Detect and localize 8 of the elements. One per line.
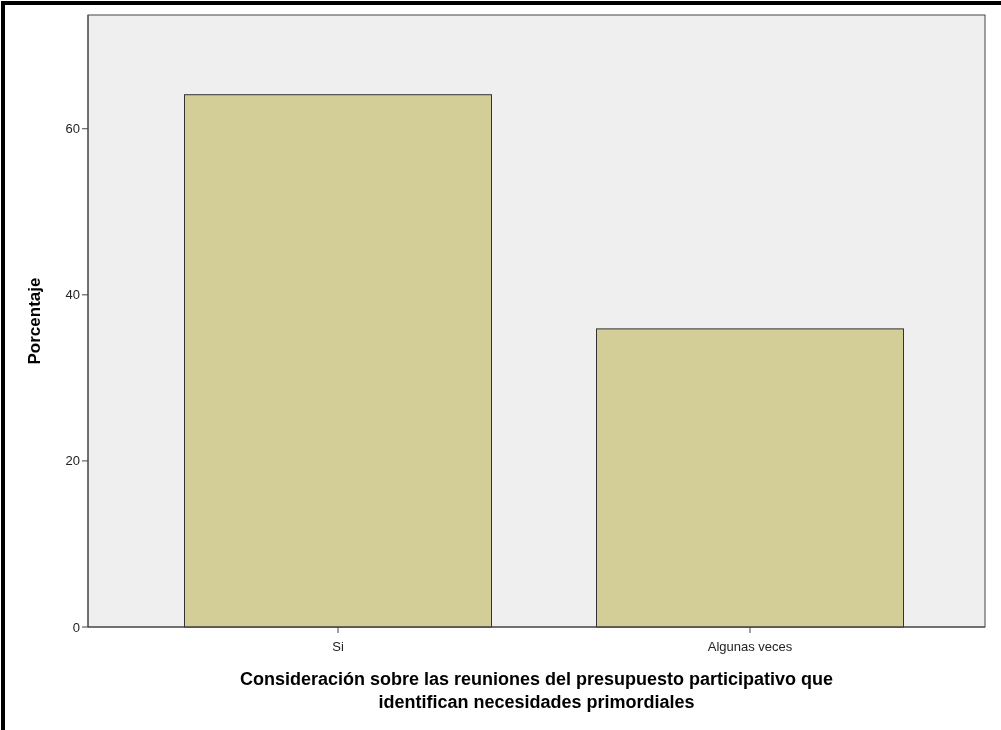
y-tick-label: 60 bbox=[65, 121, 80, 137]
x-tick-label: Algunas veces bbox=[707, 639, 793, 654]
y-axis-title: Porcentaje bbox=[25, 277, 44, 365]
y-tick-label: 0 bbox=[72, 619, 80, 635]
x-tick-label: Si bbox=[332, 639, 344, 654]
y-tick-label: 40 bbox=[65, 287, 80, 303]
x-axis-title: Consideración sobre las reuniones del presupuesto participativo que identifican necesidades primordiales bbox=[239, 669, 834, 712]
y-tick-label: 20 bbox=[65, 453, 80, 469]
